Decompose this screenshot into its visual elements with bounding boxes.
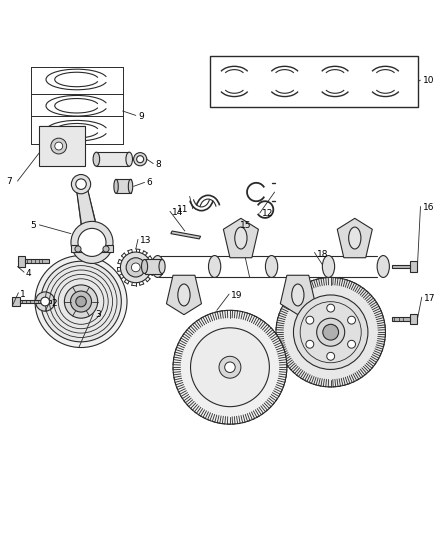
Ellipse shape <box>159 260 165 273</box>
Circle shape <box>51 138 67 154</box>
Circle shape <box>75 246 81 252</box>
Circle shape <box>35 255 127 348</box>
Ellipse shape <box>265 255 278 278</box>
Circle shape <box>71 221 113 263</box>
Ellipse shape <box>292 284 304 306</box>
Bar <box>145 260 162 273</box>
Ellipse shape <box>377 255 389 278</box>
Text: 14: 14 <box>172 208 184 217</box>
Circle shape <box>35 292 55 311</box>
Circle shape <box>225 362 235 373</box>
Circle shape <box>173 310 287 424</box>
Bar <box>392 265 410 268</box>
Text: 8: 8 <box>155 159 161 168</box>
Polygon shape <box>71 245 113 252</box>
Circle shape <box>55 142 63 150</box>
Circle shape <box>76 296 86 307</box>
Circle shape <box>64 285 98 318</box>
Bar <box>18 256 25 266</box>
Text: 10: 10 <box>423 76 434 85</box>
Text: 16: 16 <box>423 203 434 212</box>
Circle shape <box>134 152 147 166</box>
Text: 19: 19 <box>231 292 243 301</box>
Polygon shape <box>337 219 372 258</box>
Text: 12: 12 <box>262 209 273 219</box>
Circle shape <box>120 252 151 282</box>
Circle shape <box>41 261 121 342</box>
Circle shape <box>41 297 49 306</box>
Circle shape <box>76 179 86 189</box>
Circle shape <box>131 263 140 272</box>
Circle shape <box>327 304 335 312</box>
Circle shape <box>317 318 345 346</box>
Circle shape <box>78 229 106 256</box>
Circle shape <box>348 316 356 324</box>
Ellipse shape <box>141 260 148 273</box>
Circle shape <box>293 295 368 369</box>
Text: 15: 15 <box>240 221 251 230</box>
Bar <box>210 56 418 107</box>
Ellipse shape <box>349 227 361 249</box>
Circle shape <box>71 174 91 194</box>
Polygon shape <box>39 126 85 166</box>
Bar <box>20 300 51 303</box>
Ellipse shape <box>128 179 133 193</box>
Circle shape <box>306 340 314 348</box>
Circle shape <box>191 328 269 407</box>
Ellipse shape <box>178 284 190 306</box>
Text: 2: 2 <box>52 299 57 308</box>
Text: 11: 11 <box>177 205 188 214</box>
Text: 5: 5 <box>30 221 36 230</box>
Ellipse shape <box>114 179 118 193</box>
Circle shape <box>306 316 314 324</box>
Bar <box>410 314 417 324</box>
Circle shape <box>219 356 241 378</box>
Circle shape <box>71 291 92 312</box>
Text: 9: 9 <box>138 112 144 121</box>
Text: 7: 7 <box>7 177 12 187</box>
Bar <box>96 152 129 166</box>
Bar <box>25 260 49 263</box>
Circle shape <box>126 258 145 277</box>
Text: 17: 17 <box>424 294 435 303</box>
Text: 1: 1 <box>20 289 25 298</box>
Text: 4: 4 <box>25 269 31 278</box>
Ellipse shape <box>208 255 221 278</box>
Bar <box>12 297 20 306</box>
Text: 6: 6 <box>147 179 152 187</box>
Circle shape <box>348 340 356 348</box>
Circle shape <box>323 324 339 340</box>
Polygon shape <box>166 275 201 314</box>
Polygon shape <box>76 183 100 244</box>
Ellipse shape <box>126 152 132 166</box>
Ellipse shape <box>322 255 335 278</box>
Circle shape <box>276 278 385 387</box>
Circle shape <box>137 156 144 163</box>
Bar <box>116 179 131 193</box>
Text: 13: 13 <box>140 236 152 245</box>
Polygon shape <box>171 231 201 239</box>
Polygon shape <box>223 219 258 258</box>
Bar <box>410 261 417 272</box>
Ellipse shape <box>152 255 164 278</box>
Ellipse shape <box>235 227 247 249</box>
Circle shape <box>103 246 109 252</box>
Ellipse shape <box>93 152 99 166</box>
Polygon shape <box>280 275 315 314</box>
Text: 3: 3 <box>95 310 101 319</box>
Bar <box>392 317 410 321</box>
Text: 18: 18 <box>317 250 328 259</box>
Circle shape <box>327 352 335 360</box>
